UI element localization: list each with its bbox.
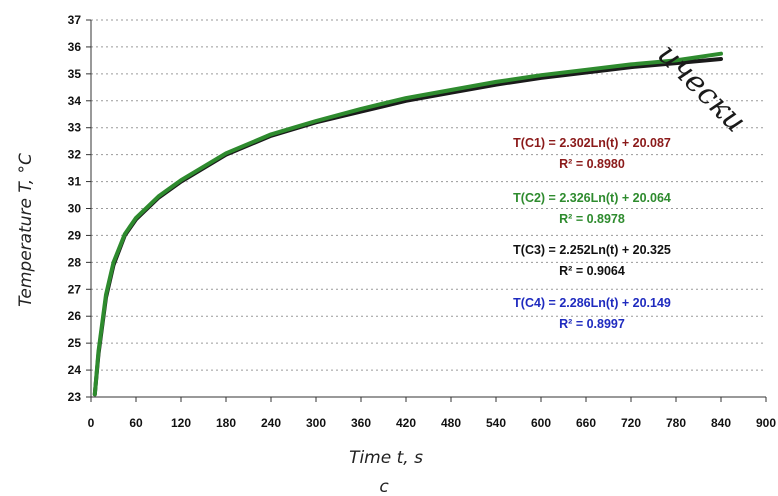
x-tick-label: 840 (711, 416, 731, 430)
x-tick-label: 600 (531, 416, 551, 430)
x-tick-label: 360 (351, 416, 371, 430)
x-tick-label: 480 (441, 416, 461, 430)
equation-label: T(C2) = 2.326Ln(t) + 20.064 (513, 191, 671, 205)
y-tick-label: 31 (68, 175, 82, 189)
y-tick-label: 24 (68, 363, 82, 377)
figure-caption: c (379, 477, 389, 496)
y-tick-label: 36 (68, 40, 82, 54)
series-line (92, 51, 723, 397)
watermark-text: ически (651, 37, 753, 139)
x-tick-label: 120 (171, 416, 191, 430)
y-tick-label: 23 (68, 390, 82, 404)
y-tick-labels: 23 24 25 26 27 28 29 30 31 32 33 34 35 36 37 (68, 13, 82, 404)
x-tick-label: 900 (756, 416, 776, 430)
y-tick-label: 35 (68, 67, 82, 81)
axes (86, 19, 767, 402)
y-tick-label: 30 (68, 202, 82, 216)
x-axis-title: Time t, s (349, 448, 423, 468)
x-tick-label: 60 (129, 416, 143, 430)
equation-label: T(C4) = 2.286Ln(t) + 20.149 (513, 296, 671, 310)
equation-annotations: T(C1) = 2.302Ln(t) + 20.087 R² = 0.8980 T(… (513, 136, 671, 331)
x-tick-label: 180 (216, 416, 236, 430)
x-tick-label: 300 (306, 416, 326, 430)
equation-label: R² = 0.8980 (559, 157, 625, 171)
y-tick-label: 25 (68, 336, 82, 350)
y-tick-label: 32 (68, 148, 82, 162)
y-tick-label: 37 (68, 13, 82, 27)
y-tick-label: 27 (68, 282, 82, 296)
x-tick-labels: 0 60 120 180 240 300 360 420 480 540 600 660 720 780 8… (88, 416, 777, 430)
y-tick-label: 29 (68, 228, 82, 242)
series-lines (92, 51, 723, 397)
x-tick-label: 0 (88, 416, 95, 430)
equation-label: T(C1) = 2.302Ln(t) + 20.087 (513, 136, 671, 150)
equation-label: R² = 0.8997 (559, 317, 625, 331)
y-tick-label: 26 (68, 309, 82, 323)
y-axis-title: Temperature T, °C (16, 153, 36, 307)
equation-label: R² = 0.9064 (559, 264, 625, 278)
y-tick-label: 34 (68, 94, 82, 108)
x-tick-label: 660 (576, 416, 596, 430)
x-tick-label: 540 (486, 416, 506, 430)
equation-label: T(C3) = 2.252Ln(t) + 20.325 (513, 243, 671, 257)
y-tick-label: 28 (68, 255, 82, 269)
x-tick-label: 780 (666, 416, 686, 430)
y-tick-label: 33 (68, 121, 82, 135)
equation-label: R² = 0.8978 (559, 212, 625, 226)
series-line (92, 57, 723, 397)
x-tick-label: 720 (621, 416, 641, 430)
x-tick-label: 420 (396, 416, 416, 430)
x-tick-label: 240 (261, 416, 281, 430)
